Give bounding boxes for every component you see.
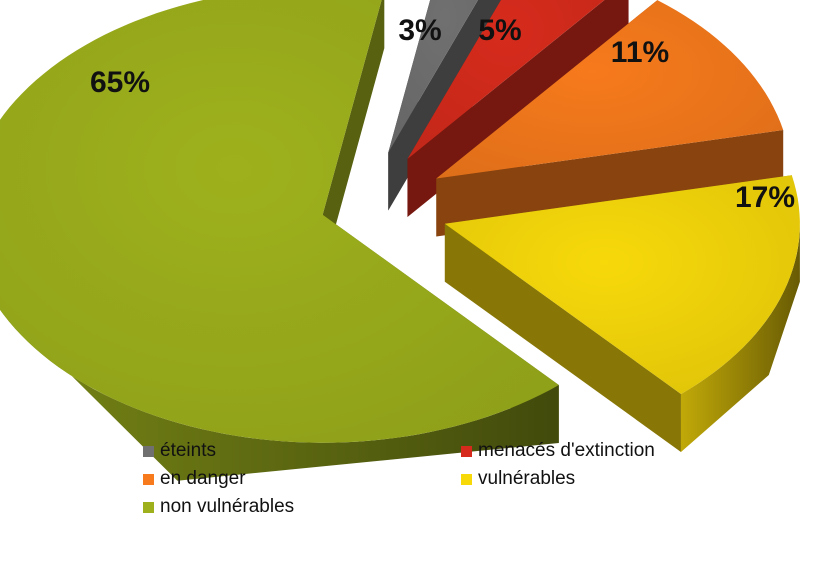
legend-swatch bbox=[143, 473, 154, 485]
legend-item-vulnerables: vulnérables bbox=[461, 466, 701, 492]
slice-eteints bbox=[388, 0, 478, 153]
slice-vulnerables bbox=[444, 175, 800, 394]
legend: éteints menacés d'extinction en danger v… bbox=[143, 438, 703, 520]
slice-face-non-vulnerables bbox=[322, 0, 385, 273]
legend-item-non-vulnerables: non vulnérables bbox=[143, 494, 461, 520]
pie-labels: 3% 5% 11% 17% 65% bbox=[90, 14, 795, 214]
data-label-eteints: 3% bbox=[398, 14, 441, 47]
legend-swatch bbox=[143, 445, 154, 457]
data-label-non-vulnerables: 65% bbox=[90, 66, 150, 99]
legend-swatch bbox=[461, 445, 472, 457]
slice-rim-non-vulnerables bbox=[0, 304, 559, 481]
legend-swatch bbox=[461, 473, 472, 485]
slice-menaces-d-extinction bbox=[407, 0, 605, 159]
legend-item-eteints: éteints bbox=[143, 438, 461, 464]
legend-label: non vulnérables bbox=[160, 496, 295, 517]
slice-non-vulnerables bbox=[0, 0, 559, 443]
legend-item-menaces: menacés d'extinction bbox=[461, 438, 701, 464]
slice-face-en-danger bbox=[436, 130, 784, 237]
slice-face-vulnerables bbox=[444, 223, 681, 452]
data-label-vulnerables: 17% bbox=[735, 181, 795, 214]
legend-label: en danger bbox=[160, 468, 246, 489]
data-label-en-danger: 11% bbox=[611, 36, 669, 69]
legend-label: éteints bbox=[160, 440, 216, 461]
slice-en-danger bbox=[436, 0, 784, 179]
legend-label: vulnérables bbox=[478, 468, 576, 489]
legend-swatch bbox=[143, 501, 154, 513]
legend-label: menacés d'extinction bbox=[478, 440, 655, 461]
legend-item-en-danger: en danger bbox=[143, 466, 461, 492]
pie-tops bbox=[0, 0, 800, 443]
data-label-menaces-d-extinction: 5% bbox=[478, 14, 521, 47]
slice-rim-vulnerables bbox=[680, 223, 800, 452]
